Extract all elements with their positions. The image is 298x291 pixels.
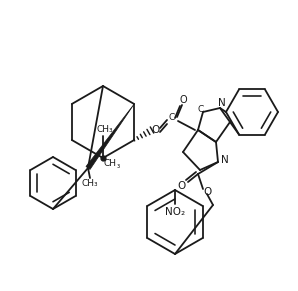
- Text: CH₃: CH₃: [97, 125, 113, 134]
- Text: O: O: [203, 187, 211, 197]
- Polygon shape: [86, 104, 134, 169]
- Text: CH: CH: [104, 159, 117, 168]
- Text: O: O: [178, 181, 186, 191]
- Text: C: C: [169, 113, 175, 123]
- Text: N: N: [218, 98, 226, 108]
- Text: N: N: [221, 155, 229, 165]
- Text: NO₂: NO₂: [165, 207, 185, 217]
- Text: ₃: ₃: [117, 162, 120, 171]
- Text: O: O: [152, 125, 160, 135]
- Text: C: C: [198, 104, 204, 113]
- Text: O: O: [179, 95, 187, 105]
- Text: CH₃: CH₃: [82, 180, 98, 189]
